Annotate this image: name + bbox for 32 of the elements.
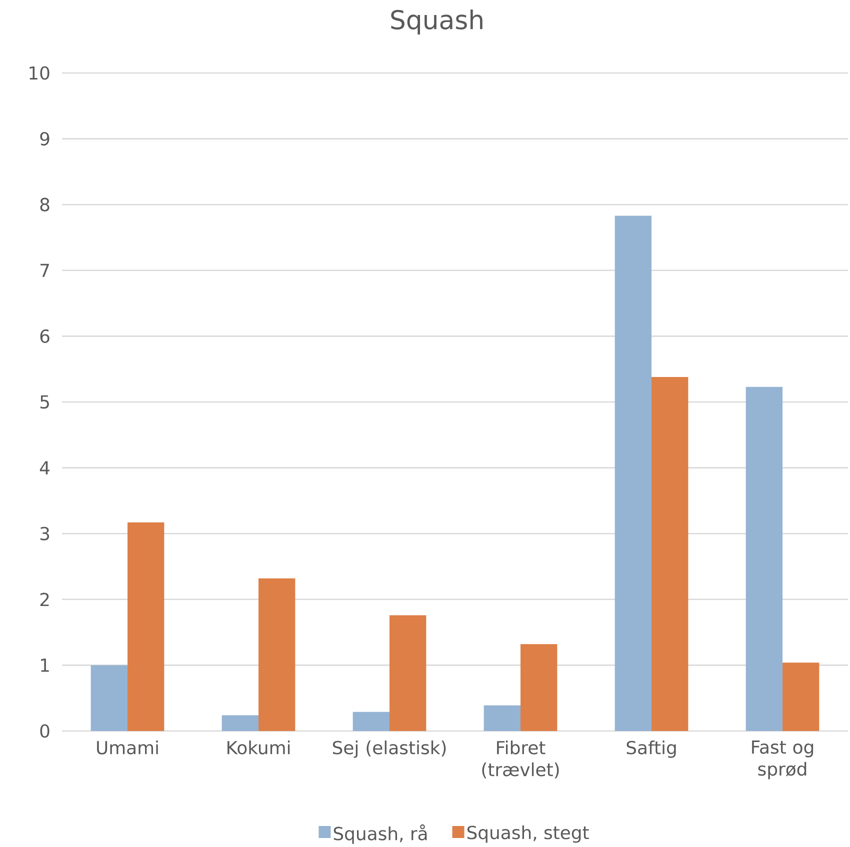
x-tick-label: Saftig	[626, 740, 676, 758]
bar	[782, 662, 820, 731]
y-tick-label: 0	[40, 724, 50, 738]
x-tick-label: Fibret (trævlet)	[482, 740, 559, 778]
y-tick-label: 3	[40, 526, 50, 540]
y-tick-label: 8	[40, 198, 50, 212]
legend-label: Squash, stegt	[467, 825, 589, 843]
bar	[128, 522, 164, 731]
y-tick-label: 5	[40, 395, 49, 409]
legend-label: Squash, rå	[334, 824, 427, 844]
bar	[520, 644, 558, 731]
chart-title: Squash	[391, 9, 482, 35]
y-tick-label: 4	[40, 461, 50, 474]
bar	[90, 665, 128, 731]
x-tick-label: Sej (elastisk)	[332, 740, 446, 758]
x-tick-label: Kokumi	[228, 740, 290, 754]
y-tick-label: 10	[30, 66, 50, 80]
y-tick-label: 7	[40, 264, 49, 277]
bar	[222, 715, 259, 731]
y-tick-label: 9	[40, 132, 50, 146]
bar	[390, 615, 426, 731]
bar	[614, 216, 652, 731]
y-tick-label: 1	[41, 658, 49, 672]
x-tick-label: Fast og sprød	[752, 740, 814, 780]
bar	[484, 705, 521, 731]
bar	[352, 712, 390, 731]
bar	[746, 386, 783, 731]
y-tick-label: 2	[40, 592, 49, 606]
x-tick-label: Umami	[97, 740, 158, 754]
bar	[258, 578, 296, 731]
y-tick-label: 6	[40, 329, 50, 343]
bar	[652, 376, 688, 731]
